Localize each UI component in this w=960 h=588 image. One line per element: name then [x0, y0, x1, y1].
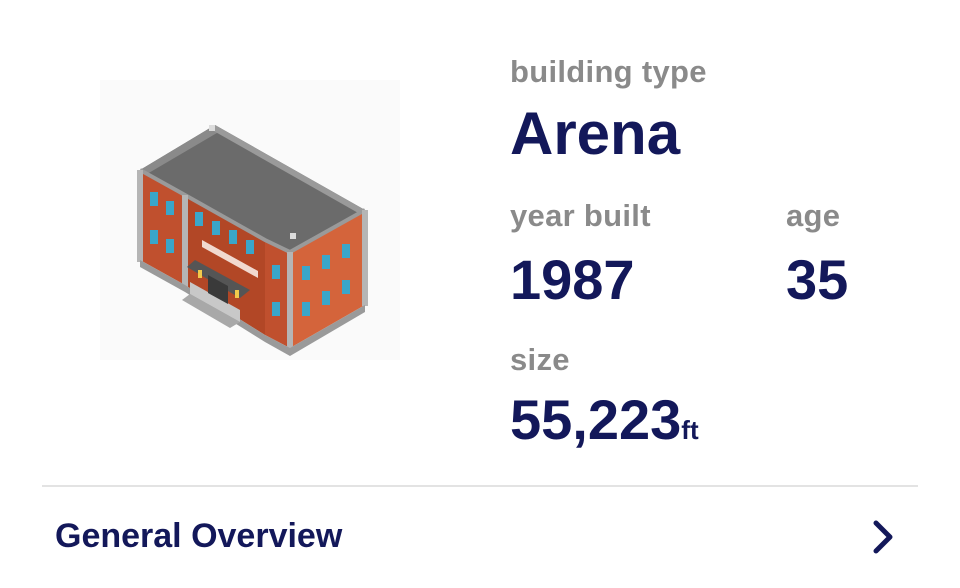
general-overview-row[interactable]: General Overview: [42, 487, 918, 588]
building-illustration: [90, 70, 420, 370]
divider: [42, 485, 918, 487]
size-unit: ft: [681, 415, 699, 445]
age-value: 35: [786, 248, 849, 311]
building-type-value: Arena: [510, 100, 681, 167]
building-type-label: building type: [510, 54, 707, 89]
building-illustration-icon: [100, 80, 400, 360]
chevron-right-icon[interactable]: [868, 517, 898, 557]
size-value-group: 55,223ft: [510, 392, 699, 448]
general-overview-label: General Overview: [55, 517, 343, 555]
year-built-value: 1987: [510, 248, 635, 311]
age-label: age: [786, 198, 841, 233]
size-label: size: [510, 342, 570, 377]
year-built-label: year built: [510, 198, 651, 233]
size-value: 55,223: [510, 388, 682, 451]
